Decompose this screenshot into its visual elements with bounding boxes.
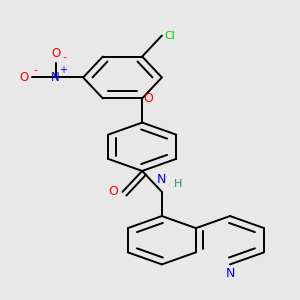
Text: N: N: [51, 71, 60, 84]
Text: O: O: [108, 185, 118, 198]
Text: O: O: [51, 47, 60, 60]
Text: N: N: [157, 173, 167, 186]
Text: N: N: [225, 267, 235, 280]
Text: -: -: [33, 65, 37, 75]
Text: O: O: [20, 71, 29, 84]
Text: H: H: [174, 179, 182, 189]
Text: +: +: [59, 65, 67, 75]
Text: -: -: [62, 52, 67, 62]
Text: O: O: [144, 92, 154, 105]
Text: Cl: Cl: [165, 31, 176, 40]
